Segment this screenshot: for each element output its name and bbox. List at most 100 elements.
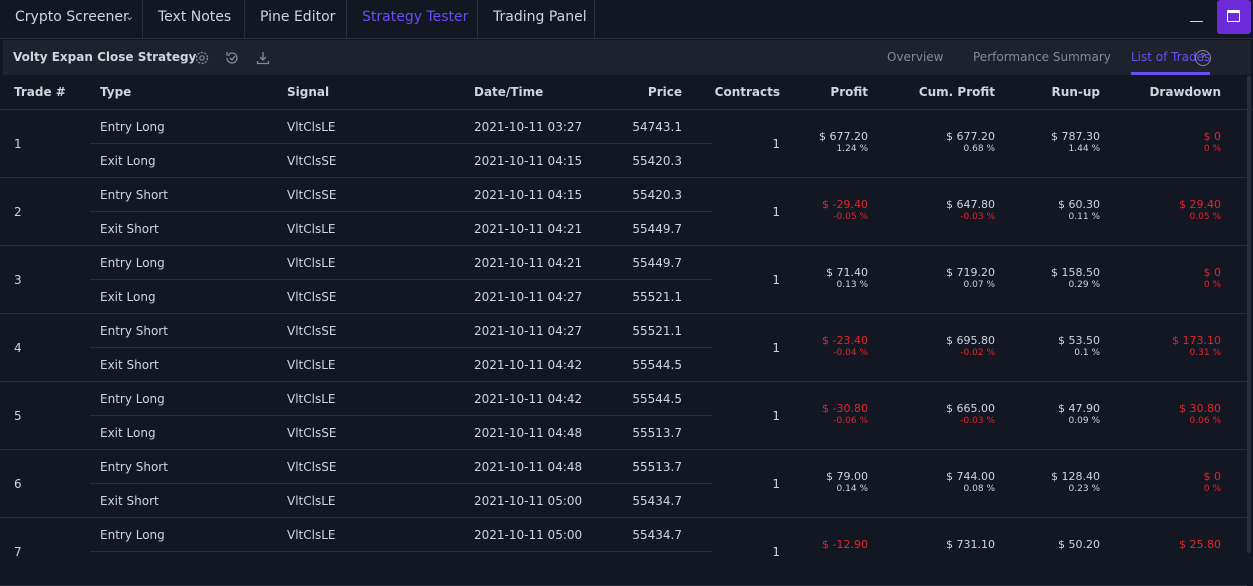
entry-signal: VltClsLE xyxy=(287,392,336,406)
vertical-scrollbar[interactable] xyxy=(1247,76,1251,553)
drawdown-value: $ 0 xyxy=(1203,470,1222,483)
drawdown-value: $ 30.80 xyxy=(1179,402,1221,415)
row-divider xyxy=(90,211,712,212)
tab-label: Text Notes xyxy=(158,9,232,25)
cum-profit-value: $ 744.00 xyxy=(946,470,995,483)
row-divider xyxy=(90,347,712,348)
trade-number: 2 xyxy=(14,205,22,219)
download-icon[interactable] xyxy=(255,50,271,66)
col-header-profit[interactable]: Profit xyxy=(830,85,868,99)
col-header-contracts[interactable]: Contracts xyxy=(714,85,780,99)
table-row[interactable]: 2 Entry Short VltClsSE 2021-10-11 04:15 5542… xyxy=(0,178,1247,246)
trade-number: 3 xyxy=(14,273,22,287)
exit-signal: VltClsLE xyxy=(287,494,336,508)
exit-price: 55449.7 xyxy=(632,222,682,236)
cum-profit-percent: -0.03 % xyxy=(960,416,995,426)
col-header-price[interactable]: Price xyxy=(647,85,682,99)
exit-signal: VltClsLE xyxy=(287,222,336,236)
contracts: 1 xyxy=(772,409,780,423)
cum-profit-value: $ 695.80 xyxy=(946,334,995,347)
entry-datetime: 2021-10-11 05:00 xyxy=(474,528,583,542)
deep-backtesting-icon[interactable] xyxy=(224,50,240,66)
entry-type: Entry Short xyxy=(100,460,168,474)
chevron-down-icon[interactable]: ⌄ xyxy=(125,10,135,23)
table-row[interactable]: 6 Entry Short VltClsSE 2021-10-11 04:48 5551… xyxy=(0,450,1247,518)
entry-price: 55521.1 xyxy=(632,324,682,338)
tab-pine-editor[interactable]: Pine Editor xyxy=(245,0,347,38)
cum-profit-percent: -0.02 % xyxy=(960,348,995,358)
profit-value: $ 71.40 xyxy=(826,266,868,279)
cum-profit-value: $ 719.20 xyxy=(946,266,995,279)
runup-value: $ 787.30 xyxy=(1051,130,1100,143)
exit-signal: VltClsSE xyxy=(287,290,337,304)
exit-signal: VltClsLE xyxy=(287,358,336,372)
cum-profit-value: $ 665.00 xyxy=(946,402,995,415)
subtab-list-of-trades[interactable]: List of Trades xyxy=(1131,50,1211,64)
col-header-trade[interactable]: Trade # xyxy=(14,85,66,99)
tab-label: Trading Panel xyxy=(493,9,587,25)
col-header-signal[interactable]: Signal xyxy=(287,85,330,99)
entry-price: 55513.7 xyxy=(632,460,682,474)
cum-profit-percent: 0.68 % xyxy=(963,144,995,154)
profit-percent: 1.24 % xyxy=(836,144,868,154)
exit-price: 55521.1 xyxy=(632,290,682,304)
col-header-runup[interactable]: Run-up xyxy=(1051,85,1100,99)
entry-signal: VltClsSE xyxy=(287,324,337,338)
table-row[interactable]: 1 Entry Long VltClsLE 2021-10-11 03:27 54743… xyxy=(0,110,1247,178)
contracts: 1 xyxy=(772,341,780,355)
drawdown-percent: 0.06 % xyxy=(1189,416,1221,426)
entry-signal: VltClsSE xyxy=(287,188,337,202)
cum-profit-value: $ 731.10 xyxy=(946,538,995,551)
tab-label: Strategy Tester xyxy=(362,9,469,25)
exit-datetime: 2021-10-11 04:15 xyxy=(474,154,583,168)
minimize-icon[interactable] xyxy=(1190,21,1203,22)
exit-type: Exit Long xyxy=(100,290,156,304)
entry-signal: VltClsLE xyxy=(287,256,336,270)
entry-type: Entry Long xyxy=(100,120,165,134)
tab-strategy-tester[interactable]: Strategy Tester xyxy=(347,0,478,38)
exit-type: Exit Short xyxy=(100,494,159,508)
tab-crypto-screener[interactable]: Crypto Screener ⌄ xyxy=(0,0,143,38)
profit-value: $ -23.40 xyxy=(822,334,868,347)
runup-percent: 0.23 % xyxy=(1068,484,1100,494)
gear-icon[interactable] xyxy=(194,50,210,66)
cum-profit-percent: -0.03 % xyxy=(960,212,995,222)
table-row[interactable]: 4 Entry Short VltClsSE 2021-10-11 04:27 5552… xyxy=(0,314,1247,382)
runup-value: $ 53.50 xyxy=(1058,334,1100,347)
exit-price: 55513.7 xyxy=(632,426,682,440)
col-header-datetime[interactable]: Date/Time xyxy=(474,85,544,99)
runup-value: $ 47.90 xyxy=(1058,402,1100,415)
exit-type: Exit Short xyxy=(100,222,159,236)
tab-trading-panel[interactable]: Trading Panel xyxy=(478,0,595,38)
help-icon[interactable]: ? xyxy=(1195,50,1211,66)
col-header-drawdown[interactable]: Drawdown xyxy=(1149,85,1221,99)
subtab-performance-summary[interactable]: Performance Summary xyxy=(973,50,1111,64)
exit-price: 55420.3 xyxy=(632,154,682,168)
profit-percent: -0.04 % xyxy=(833,348,868,358)
runup-percent: 0.11 % xyxy=(1068,212,1100,222)
table-row[interactable]: 3 Entry Long VltClsLE 2021-10-11 04:21 55449… xyxy=(0,246,1247,314)
trade-number: 7 xyxy=(14,545,22,559)
exit-price: 55434.7 xyxy=(632,494,682,508)
trade-number: 5 xyxy=(14,409,22,423)
trade-number: 6 xyxy=(14,477,22,491)
profit-value: $ -30.80 xyxy=(822,402,868,415)
table-row[interactable]: 5 Entry Long VltClsLE 2021-10-11 04:42 55544… xyxy=(0,382,1247,450)
runup-percent: 0.09 % xyxy=(1068,416,1100,426)
drawdown-value: $ 0 xyxy=(1203,266,1222,279)
exit-datetime: 2021-10-11 04:21 xyxy=(474,222,583,236)
profit-value: $ -12.90 xyxy=(822,538,868,551)
profit-value: $ 677.20 xyxy=(819,130,868,143)
tab-text-notes[interactable]: Text Notes xyxy=(143,0,245,38)
profit-percent: -0.05 % xyxy=(833,212,868,222)
runup-percent: 0.1 % xyxy=(1074,348,1100,358)
trade-number: 1 xyxy=(14,137,22,151)
strategy-name[interactable]: Volty Expan Close Strategy xyxy=(13,50,197,64)
col-header-type[interactable]: Type xyxy=(100,85,132,99)
col-header-cum-profit[interactable]: Cum. Profit xyxy=(918,85,995,99)
maximize-panel-button[interactable] xyxy=(1217,0,1251,34)
subtab-overview[interactable]: Overview xyxy=(887,50,944,64)
exit-type: Exit Long xyxy=(100,154,156,168)
drawdown-percent: 0 % xyxy=(1203,280,1221,290)
table-row[interactable]: 7 Entry Long VltClsLE 2021-10-11 05:00 55434… xyxy=(0,518,1247,586)
